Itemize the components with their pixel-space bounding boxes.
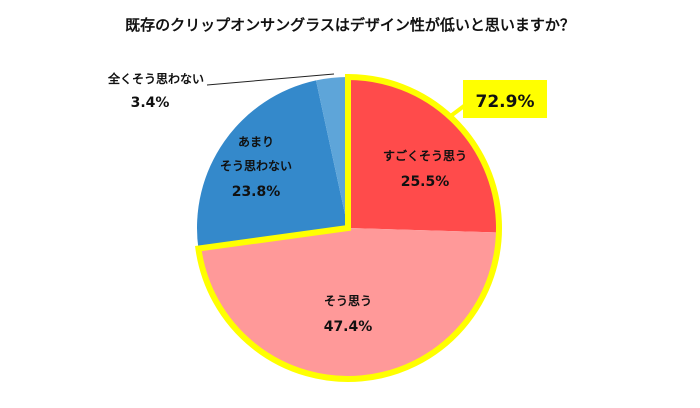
slice-label: そう思わない <box>220 159 292 173</box>
pie-slice <box>316 77 348 228</box>
slice-label: すごくそう思う <box>383 148 467 163</box>
slice-label: 全くそう思わない <box>107 71 204 86</box>
pie-slice <box>198 228 499 380</box>
slice-value: 23.8% <box>232 184 281 200</box>
slice-label: あまり <box>238 135 274 149</box>
pie-slice <box>196 80 348 249</box>
highlight-outline <box>195 73 502 382</box>
callout-value: 72.9% <box>476 92 535 112</box>
leader-line <box>206 73 335 86</box>
callout-box <box>463 80 547 118</box>
slice-value: 25.5% <box>401 174 450 190</box>
chart-title: 既存のクリップオンサングラスはデザイン性が低いと思いますか？ <box>125 16 575 34</box>
slice-value: 47.4% <box>324 319 373 335</box>
slice-label: そう思う <box>324 294 372 308</box>
slice-value: 3.4% <box>131 95 170 111</box>
pie-slice <box>348 77 499 233</box>
